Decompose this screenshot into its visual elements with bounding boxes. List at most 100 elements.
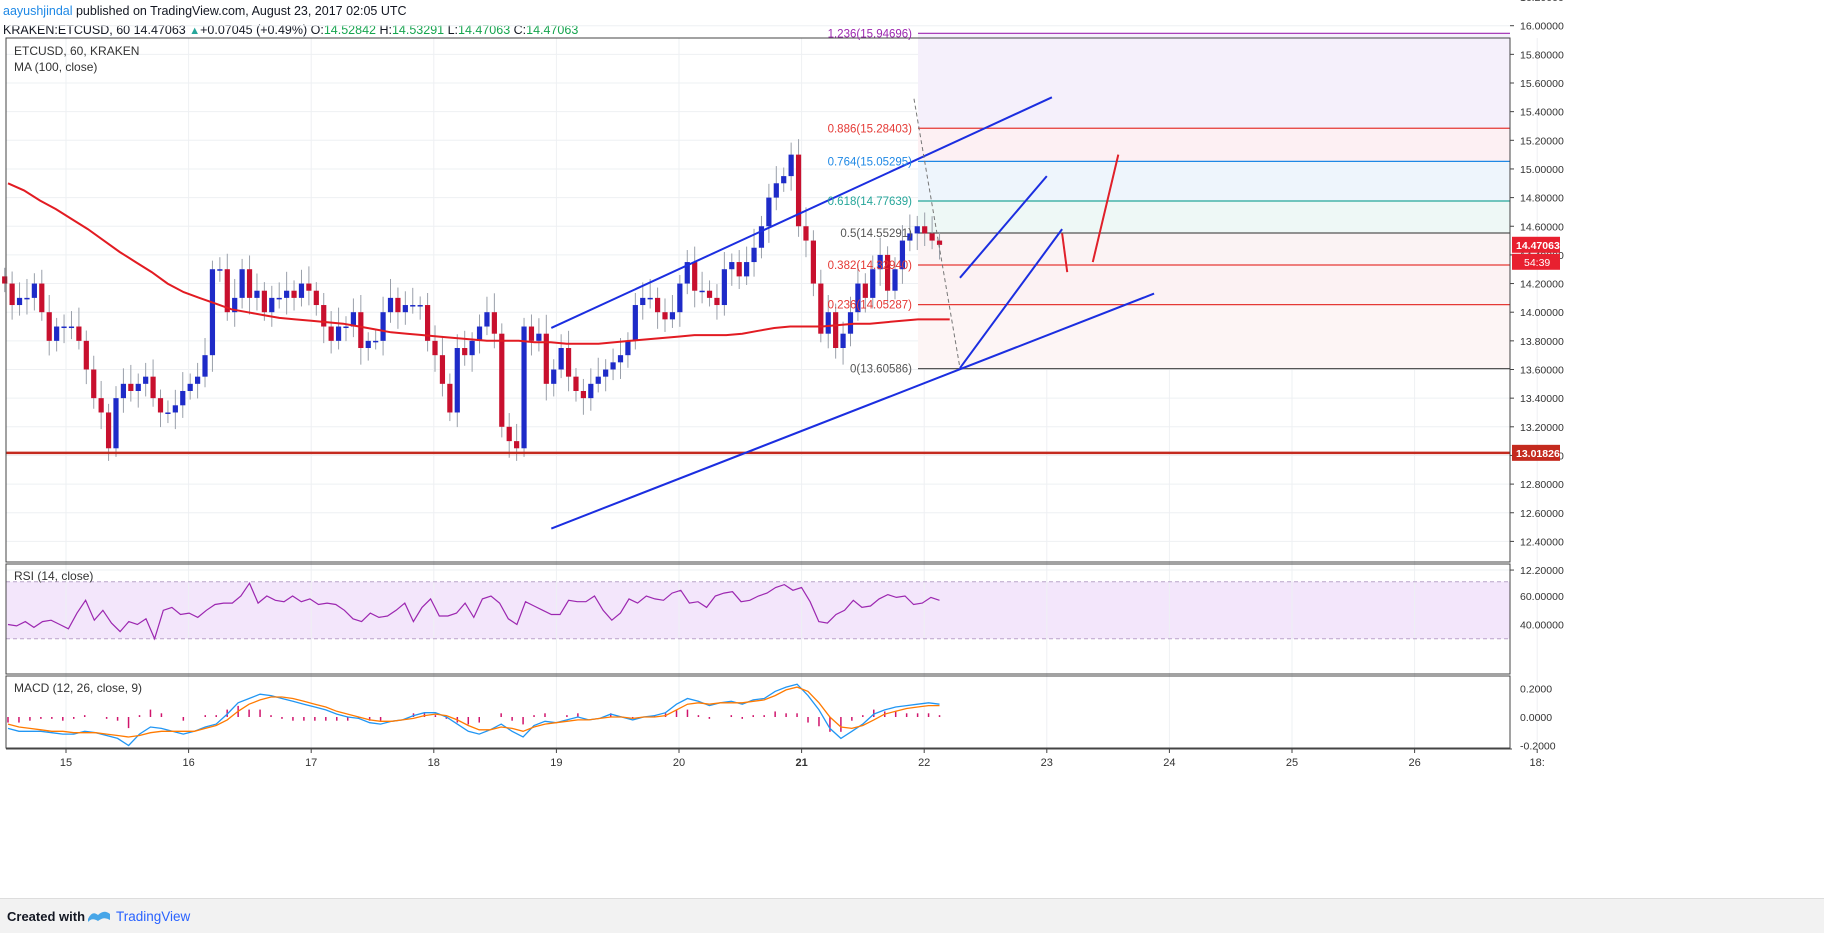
lower-rising-line	[959, 228, 1063, 369]
candle-93	[692, 262, 698, 291]
candle-106	[788, 154, 794, 177]
candle-8	[61, 326, 67, 329]
candle-5	[39, 283, 45, 313]
candle-65	[484, 312, 490, 327]
candle-53	[395, 297, 401, 313]
price-tick-17: 12.80000	[1520, 479, 1564, 491]
price-tick-12: 13.80000	[1520, 336, 1564, 348]
candle-12	[91, 369, 97, 399]
fib-label-7: 0(13.60586)	[850, 364, 912, 376]
price-tick-7: 14.80000	[1520, 193, 1564, 205]
rsi-band	[6, 581, 1510, 639]
open-value: 14.52842	[323, 23, 376, 37]
candle-30	[224, 269, 230, 313]
countdown-tag	[1512, 253, 1560, 270]
candle-46	[343, 326, 349, 329]
support-price-tag	[1512, 444, 1560, 461]
candle-124	[922, 226, 928, 234]
fib-label-6: 0.236(14.05287)	[828, 300, 913, 312]
candle-51	[380, 312, 386, 341]
candle-89	[662, 312, 668, 320]
pane-frame-0	[5, 37, 1511, 563]
candle-110	[818, 283, 824, 334]
candle-20	[150, 376, 156, 399]
fib-label-0: 1.236(15.94696)	[828, 28, 913, 40]
price-tick-5: 15.20000	[1520, 135, 1564, 147]
candle-15	[113, 398, 119, 449]
x-tick-0: 15	[60, 757, 72, 769]
candle-0	[2, 276, 8, 284]
candle-75	[558, 348, 564, 370]
candle-9	[68, 326, 75, 329]
candle-82	[610, 362, 616, 370]
candle-122	[907, 233, 913, 241]
candle-6	[46, 312, 52, 341]
candle-1	[9, 283, 15, 306]
candle-123	[914, 226, 920, 234]
candle-61	[454, 348, 460, 413]
price-tick-6: 15.00000	[1520, 164, 1564, 176]
candle-80	[595, 376, 601, 384]
candle-38	[284, 290, 290, 298]
candle-118	[877, 254, 883, 270]
macd-tick-1: 0.0000	[1520, 712, 1552, 724]
candle-63	[469, 340, 475, 356]
high-value: 14.53291	[391, 23, 445, 37]
price-tick-13: 13.60000	[1520, 365, 1564, 377]
close-label: C:	[513, 23, 527, 37]
footer-bar: Created with TradingView	[0, 898, 1824, 933]
candle-55	[410, 305, 416, 307]
candle-35	[261, 290, 267, 313]
candle-13	[98, 398, 104, 413]
candle-67	[499, 333, 505, 427]
candle-120	[892, 269, 898, 291]
change-arrow-icon: ▲	[189, 25, 201, 37]
chart-canvas[interactable]: 1.236(15.94696) 0.886(15.28403) 0.764(15.0…	[0, 0, 1824, 898]
rsi-tick-1: 40.00000	[1520, 620, 1564, 632]
candle-102	[758, 226, 765, 248]
pane-frame-1	[5, 563, 1511, 675]
candle-21	[157, 398, 164, 413]
candle-68	[506, 426, 512, 442]
candle-54	[402, 305, 408, 313]
candle-76	[565, 348, 572, 377]
symbol-label: KRAKEN:ETCUSD, 60	[3, 23, 131, 37]
candle-94	[699, 290, 705, 293]
candle-114	[847, 312, 854, 334]
candle-41	[306, 283, 312, 291]
candle-96	[714, 297, 720, 306]
candle-2	[16, 297, 23, 306]
candle-70	[521, 326, 527, 449]
candle-126	[936, 240, 943, 245]
created-with-label: Created with	[7, 909, 86, 924]
candle-104	[773, 183, 779, 198]
candle-91	[677, 283, 683, 313]
candle-119	[884, 254, 891, 291]
candle-47	[350, 312, 357, 327]
candle-10	[76, 326, 82, 341]
candle-27	[202, 355, 208, 377]
candle-34	[254, 290, 260, 298]
x-tick-3: 18	[428, 757, 440, 769]
price-tick-8: 14.60000	[1520, 221, 1564, 233]
author-link[interactable]: aayushjindal	[3, 4, 73, 18]
candle-69	[514, 441, 520, 449]
candle-59	[439, 355, 446, 384]
candle-62	[462, 348, 468, 356]
candle-86	[640, 297, 646, 306]
last-price: 14.47063	[133, 23, 186, 37]
countdown-tag-text: 54:39	[1524, 257, 1550, 269]
pane-frame-2	[5, 675, 1511, 749]
fib-anchor-dashed-line	[913, 98, 961, 369]
publish-line: aayushjindal published on TradingView.co…	[3, 4, 407, 18]
candle-112	[833, 312, 839, 349]
candle-78	[580, 390, 587, 399]
ma-line	[7, 182, 950, 345]
candle-24	[180, 390, 186, 406]
candle-117	[870, 269, 876, 298]
price-tick-2: 15.80000	[1520, 49, 1564, 61]
tradingview-brand[interactable]: TradingView	[116, 909, 191, 924]
candle-49	[365, 340, 371, 349]
candle-99	[736, 262, 742, 277]
price-tick-1: 16.00000	[1520, 21, 1564, 33]
